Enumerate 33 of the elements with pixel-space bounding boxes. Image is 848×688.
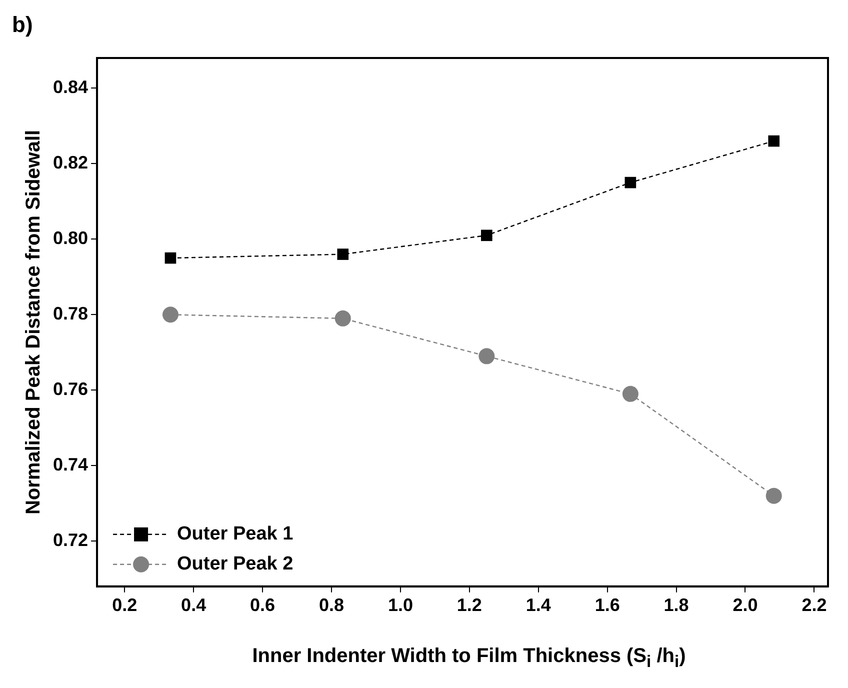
y-tick-label: 0.84 <box>52 77 88 98</box>
x-tick-label: 1.2 <box>456 595 482 616</box>
point <box>162 306 178 323</box>
x-tick-label: 0.4 <box>181 595 206 616</box>
x-tick-label: 1.4 <box>526 595 551 616</box>
x-axis-title: Inner Indenter Width to Film Thickness (S$_{i}$ /h$_{i}$) <box>251 645 687 672</box>
y-tick-label: 0.76 <box>52 379 88 400</box>
x-tick-label: 1.6 <box>594 595 620 616</box>
y-tick-label: 0.78 <box>52 304 88 324</box>
point <box>622 386 638 402</box>
point <box>164 252 176 264</box>
point <box>478 348 495 364</box>
legend-label: Outer Peak 1 <box>177 524 294 545</box>
y-tick-label: 0.72 <box>52 530 88 550</box>
y-tick-label: 0.82 <box>52 152 88 173</box>
x-tick-label: 1.0 <box>388 595 413 616</box>
point <box>334 310 351 326</box>
x-tick-label: 0.2 <box>112 595 138 616</box>
x-tick-label: 1.8 <box>664 595 689 616</box>
y-axis-title: Normalized Peak Distance from Sidewall <box>22 130 45 514</box>
point <box>480 230 492 242</box>
x-tick-label: 2.0 <box>732 595 758 616</box>
point <box>624 176 636 188</box>
y-tick-label: 0.74 <box>52 454 88 475</box>
point <box>766 488 782 504</box>
x-tick-label: 2.2 <box>802 595 827 616</box>
text: b) <box>12 12 33 38</box>
point <box>337 248 349 260</box>
legend-label: Outer Peak 2 <box>177 554 294 575</box>
point <box>768 135 780 147</box>
y-tick-label: 0.80 <box>52 228 88 248</box>
x-tick-label: 0.6 <box>250 595 276 616</box>
x-tick-label: 0.8 <box>318 595 344 616</box>
